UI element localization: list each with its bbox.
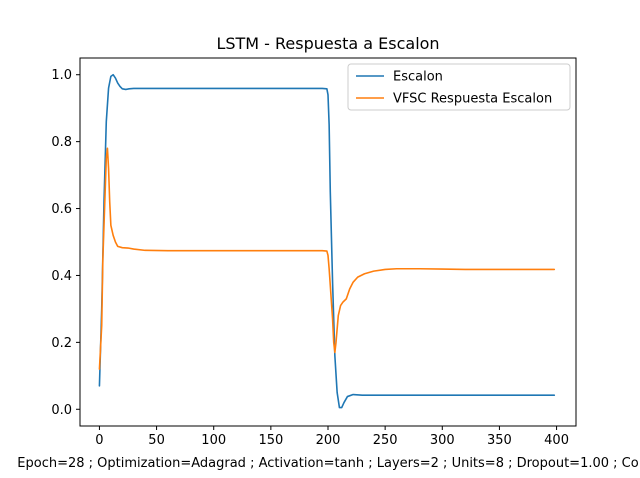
x-axis-ticks: 0 50 100 150 200 250 300 350 400 — [95, 426, 569, 448]
legend-label-vfsc: VFSC Respuesta Escalon — [393, 92, 552, 107]
legend: Escalon VFSC Respuesta Escalon — [347, 63, 571, 111]
series-line-vfsc-respuesta-escalon — [98, 147, 556, 370]
x-tick-label: 0 — [95, 433, 103, 448]
y-tick-label: 0.6 — [51, 202, 72, 217]
y-tick-label: 1.0 — [51, 68, 72, 83]
plot-area — [80, 58, 576, 426]
chart-title: LSTM - Respuesta a Escalon — [216, 34, 439, 53]
y-tick-label: 0.8 — [51, 135, 72, 150]
x-tick-label: 250 — [373, 433, 398, 448]
x-tick-label: 150 — [258, 433, 283, 448]
x-axis-label: Epoch=28 ; Optimization=Adagrad ; Activa… — [17, 456, 638, 471]
x-tick-label: 100 — [201, 433, 226, 448]
plot-frame — [79, 57, 577, 427]
x-tick-label: 200 — [316, 433, 341, 448]
series-layer — [98, 73, 556, 409]
y-tick-label: 0.0 — [51, 403, 72, 418]
y-axis-ticks: 0.0 0.2 0.4 0.6 0.8 1.0 — [51, 68, 80, 418]
x-tick-label: 400 — [544, 433, 569, 448]
y-tick-label: 0.4 — [51, 269, 72, 284]
y-tick-label: 0.2 — [51, 336, 72, 351]
legend-box — [347, 63, 571, 111]
x-tick-label: 50 — [148, 433, 165, 448]
legend-label-escalon: Escalon — [393, 70, 443, 85]
x-tick-label: 300 — [430, 433, 455, 448]
series-line-escalon — [98, 73, 556, 409]
x-tick-label: 350 — [487, 433, 512, 448]
